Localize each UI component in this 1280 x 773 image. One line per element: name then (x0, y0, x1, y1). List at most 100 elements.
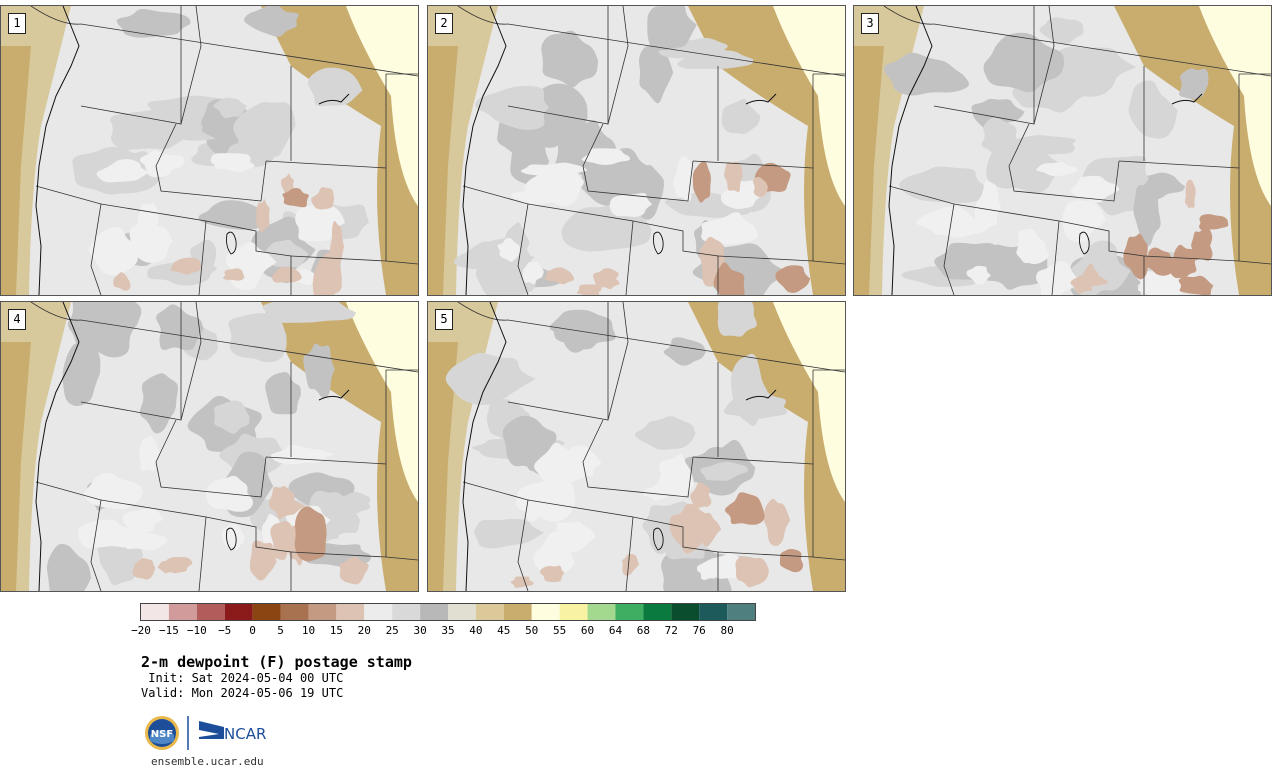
dry-gray-region (983, 32, 1065, 93)
state-border (692, 456, 814, 558)
postage-stamp-panel-5: 5 (427, 301, 846, 592)
state-border (607, 6, 629, 125)
panel-number: 4 (8, 309, 26, 330)
colorbar-tick-label: 10 (301, 624, 316, 637)
low-dewpoint-region (249, 540, 277, 581)
plains-moist-region (1114, 6, 1271, 295)
dry-gray-region (156, 304, 204, 351)
colorbar-tick-label: 20 (357, 624, 371, 637)
low-dewpoint-region (576, 284, 602, 295)
colorbar-tick-label: −15 (158, 624, 179, 637)
nsf-logo: NSF (145, 716, 179, 750)
colorbar-segment (364, 604, 393, 620)
state-border (812, 260, 845, 265)
very-dry-region (139, 435, 161, 472)
dry-gray-region (1039, 17, 1084, 45)
low-dewpoint-region (311, 187, 335, 210)
state-border (883, 6, 1271, 77)
nsf-logo-text: NSF (151, 729, 173, 740)
panel-number: 3 (861, 13, 879, 34)
dry-gray-region (116, 9, 191, 38)
plains-high-dewpoint (773, 6, 845, 206)
dry-gray-region (883, 52, 970, 96)
colorbar-tick-label: 5 (277, 624, 284, 637)
very-dry-region (701, 212, 758, 245)
state-border (35, 185, 102, 295)
colorbar-tick-label: 60 (580, 624, 595, 637)
colorbar-tick-label: 72 (664, 624, 678, 637)
dry-gray-region (721, 98, 761, 134)
very-dry-region (145, 161, 174, 178)
ncar-logo: NCAR (199, 721, 266, 743)
very-dry-region (1016, 228, 1044, 264)
postage-stamp-panel-1: 1 (0, 5, 419, 296)
low-dewpoint-region (753, 176, 768, 198)
very-dry-region (1036, 162, 1078, 177)
plains-high-dewpoint (773, 302, 845, 502)
plains-moist-region (261, 6, 418, 295)
panel-number: 1 (8, 13, 26, 34)
dry-gray-region (228, 313, 287, 363)
low-dewpoint-region (256, 199, 270, 233)
great-salt-lake (653, 527, 664, 551)
colorbar-segment (727, 604, 755, 620)
very-dry-region (137, 203, 159, 232)
state-border (582, 419, 694, 498)
dry-gray-region (47, 543, 92, 591)
figure-title: 2-m dewpoint (F) postage stamp (141, 653, 412, 671)
state-border (1033, 6, 1055, 125)
very-dry-region (673, 156, 693, 202)
low-dewpoint-region (170, 257, 201, 275)
low-dewpoint-region (339, 556, 369, 585)
colorbar-segment (587, 604, 616, 620)
dewpoint-map (854, 6, 1271, 295)
lake-sakakawea (318, 93, 350, 105)
very-dry-region (1062, 200, 1106, 243)
state-border (385, 260, 418, 265)
low-dewpoint-region (1178, 275, 1214, 295)
plains-moist-region (688, 6, 845, 295)
state-border (180, 302, 202, 421)
state-border (632, 220, 719, 295)
state-border (1008, 123, 1120, 202)
dry-gray-region (1133, 176, 1161, 247)
very-dry-region (522, 261, 544, 285)
dry-gray-region (303, 343, 335, 399)
very-dry-region (497, 237, 520, 262)
plains-high-dewpoint (1199, 6, 1271, 206)
dry-gray-region (1128, 80, 1178, 139)
low-dewpoint-region (735, 556, 769, 588)
panel-number: 2 (435, 13, 453, 34)
very-dry-region (581, 148, 630, 165)
colorbar-segment (615, 604, 644, 620)
lake-sakakawea (1171, 93, 1203, 105)
very-dry-region (88, 227, 138, 276)
low-dewpoint-region (223, 268, 245, 281)
dry-gray-region (475, 85, 549, 130)
low-dewpoint-region (724, 161, 743, 193)
dry-gray-region (638, 45, 674, 104)
colorbar-segment (196, 604, 225, 620)
coastal-moist-core (854, 46, 884, 295)
colorbar (140, 603, 756, 621)
coastline (888, 6, 933, 295)
dry-gray-region (474, 518, 545, 549)
great-salt-lake (226, 527, 237, 551)
low-dewpoint-region (1123, 233, 1149, 280)
dry-gray-region (307, 67, 363, 107)
state-border (180, 6, 202, 125)
colorbar-segment (308, 604, 337, 620)
plains-moist-region (688, 302, 845, 591)
low-dewpoint-region (713, 262, 745, 295)
low-dewpoint-region (622, 553, 639, 576)
colorbar-segment (699, 604, 728, 620)
dry-gray-region (1023, 52, 1061, 75)
colorbar-segment (643, 604, 672, 620)
low-dewpoint-region (775, 265, 811, 293)
dry-gray-region (110, 106, 203, 150)
dry-gray-region (265, 372, 301, 415)
state-border (692, 160, 814, 262)
state-border (812, 556, 845, 561)
dry-gray-region (647, 6, 697, 51)
dry-gray-region (265, 239, 309, 268)
